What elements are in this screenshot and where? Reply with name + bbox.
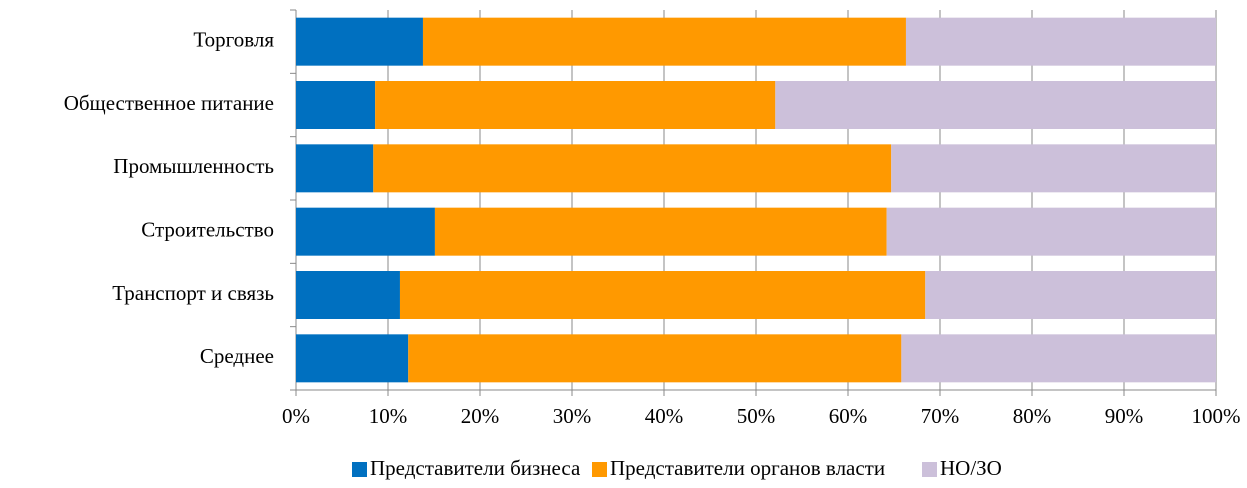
x-tick-label: 50% [737,404,776,428]
bar-segment [901,334,1216,383]
x-tick-label: 100% [1192,404,1241,428]
x-tick-label: 90% [1105,404,1144,428]
x-tick-label: 30% [553,404,592,428]
bar-segment [399,271,926,319]
bar-segment [434,207,887,256]
bar-segment [375,81,776,129]
legend-label: Представители бизнеса [370,456,581,480]
legend-label: НО/ЗО [940,456,1002,480]
y-tick-label: Строительство [141,217,274,241]
legend-swatch [592,462,607,477]
x-tick-label: 0% [282,404,310,428]
x-tick-label: 20% [461,404,500,428]
bar-segment [296,334,409,383]
bar-segment [296,207,435,256]
y-tick-label: Транспорт и связь [112,281,274,305]
x-tick-label: 60% [829,404,868,428]
legend-swatch [922,462,937,477]
x-tick-label: 70% [921,404,960,428]
bar-segment [296,17,423,66]
bar-segment [408,334,902,383]
x-tick-label: 10% [369,404,408,428]
bar-segment [296,271,400,319]
bar-segment [296,144,374,193]
bar-segment [891,144,1216,193]
legend-label: Представители органов власти [610,456,885,480]
legend-swatch [352,462,367,477]
bar-segment [775,81,1216,129]
bar-segment [886,207,1216,256]
y-tick-label: Промышленность [113,154,274,178]
y-tick-label: Среднее [200,344,274,368]
bar-segment [905,17,1216,66]
bar-segment [296,81,376,129]
y-tick-label: Торговля [193,27,274,51]
y-tick-label: Общественное питание [64,91,274,115]
bar-segment [925,271,1216,319]
x-tick-label: 80% [1013,404,1052,428]
bar-segment [422,17,906,66]
x-tick-label: 40% [645,404,684,428]
bar-segment [373,144,892,193]
